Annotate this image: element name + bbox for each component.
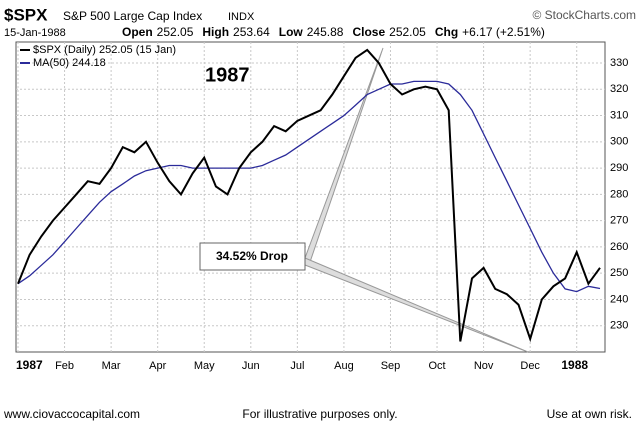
callout-arrow xyxy=(304,257,529,353)
quote-label: Close xyxy=(352,25,385,39)
annotation: 1987 xyxy=(205,64,250,86)
x-tick-label: Jun xyxy=(242,360,260,372)
legend-label: $SPX (Daily) 252.05 (15 Jan) xyxy=(33,44,176,56)
footer-left: www.ciovaccocapital.com xyxy=(3,407,140,421)
x-tick-label: Mar xyxy=(102,360,121,372)
series-line xyxy=(17,80,601,293)
symbol: $SPX xyxy=(4,5,48,24)
callout-arrow xyxy=(304,47,384,263)
exchange: INDX xyxy=(228,11,255,23)
y-tick-label: 240 xyxy=(610,293,628,305)
x-tick-label: Feb xyxy=(55,360,74,372)
x-tick-label: Dec xyxy=(520,360,540,372)
series-line xyxy=(17,48,601,343)
callout-box xyxy=(199,242,306,271)
quote-value: +6.17 (+2.51%) xyxy=(462,25,545,39)
footer-right: Use at own risk. xyxy=(547,407,632,421)
y-tick-label: 310 xyxy=(610,109,628,121)
source: © StockCharts.com xyxy=(532,8,636,22)
x-tick-label: Aug xyxy=(334,360,354,372)
legend-label: MA(50) 244.18 xyxy=(33,57,106,69)
quote-label: Low xyxy=(279,25,304,39)
quote-value: 253.64 xyxy=(233,25,270,39)
x-tick-label: Nov xyxy=(474,360,494,372)
x-tick-label: Jul xyxy=(290,360,304,372)
y-tick-label: 250 xyxy=(610,267,628,279)
x-tick-label: Apr xyxy=(149,360,166,372)
date: 15-Jan-1988 xyxy=(4,27,66,39)
index-name: S&P 500 Large Cap Index xyxy=(63,9,202,23)
y-tick-label: 300 xyxy=(610,136,628,148)
lines xyxy=(17,48,601,343)
x-tick-label: 1988 xyxy=(561,358,588,372)
quote-label: High xyxy=(202,25,229,39)
plot-frame xyxy=(15,41,606,353)
x-tick-label: Oct xyxy=(428,360,445,372)
quote-value: 252.05 xyxy=(389,25,426,39)
x-tick-label: May xyxy=(194,360,215,372)
y-tick-label: 330 xyxy=(610,57,628,69)
x-tick-label: Sep xyxy=(381,360,401,372)
y-tick-label: 270 xyxy=(610,215,628,227)
quote-value: 252.05 xyxy=(157,25,194,39)
annotation: 34.52% Drop xyxy=(216,249,288,263)
y-tick-label: 320 xyxy=(610,83,628,95)
quote: Open 252.05 High 253.64 Low 245.88 Close 252.05… xyxy=(122,25,545,39)
quote-value: 245.88 xyxy=(307,25,344,39)
quote-label: Chg xyxy=(435,25,458,39)
grid: 230 240 250 260 270 280 290 300 310 320 330 1987 Feb… xyxy=(16,42,628,372)
y-tick-label: 280 xyxy=(610,188,628,200)
x-tick-label: 1987 xyxy=(16,358,43,372)
quote-label: Open xyxy=(122,25,153,39)
y-tick-label: 230 xyxy=(610,320,628,332)
footer-center: For illustrative purposes only. xyxy=(242,407,397,421)
y-tick-label: 290 xyxy=(610,162,628,174)
legend: $SPX (Daily) 252.05 (15 Jan)MA(50) 244.1… xyxy=(20,44,176,69)
y-tick-label: 260 xyxy=(610,241,628,253)
